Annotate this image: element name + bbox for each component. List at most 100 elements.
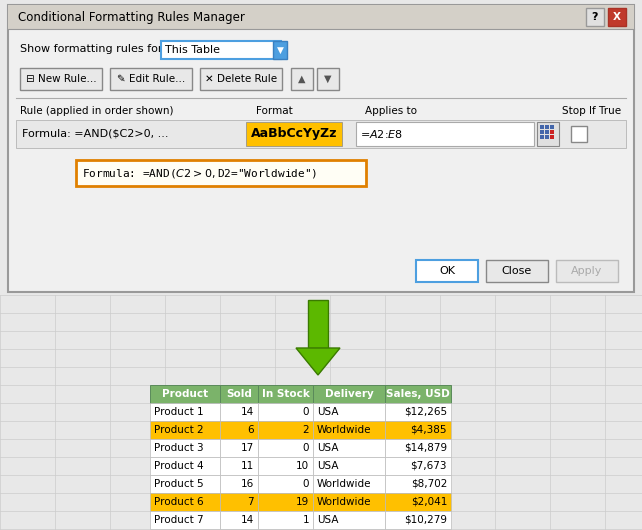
Text: Worldwide: Worldwide [317,497,372,507]
Text: Applies to: Applies to [365,106,417,116]
Bar [8,5,634,292]
Text: =$A$2:$E$8: =$A$2:$E$8 [360,128,403,140]
Bar [150,475,220,493]
Bar [313,421,385,439]
Bar [150,439,220,457]
Bar [313,439,385,457]
Text: USA: USA [317,515,338,525]
Bar [313,493,385,511]
Bar [200,68,282,90]
Text: Format: Format [256,106,293,116]
Text: 10: 10 [296,461,309,471]
Bar [545,125,549,129]
Bar [258,403,313,421]
Bar [258,421,313,439]
Bar [273,41,287,59]
Text: $10,279: $10,279 [404,515,447,525]
Bar [220,439,258,457]
Text: $2,041: $2,041 [411,497,447,507]
Text: X: X [613,12,621,22]
Bar [150,421,220,439]
Bar [356,122,534,146]
Bar [76,160,366,186]
Polygon shape [308,300,328,348]
Text: This Table: This Table [165,45,220,55]
Text: 7: 7 [247,497,254,507]
Text: ✕ Delete Rule: ✕ Delete Rule [205,74,277,84]
Bar [313,403,385,421]
Text: USA: USA [317,407,338,417]
Text: Product 2: Product 2 [154,425,204,435]
Text: ▼: ▼ [324,74,332,84]
Bar [258,475,313,493]
Bar [220,421,258,439]
Text: 16: 16 [241,479,254,489]
Text: Formula: =AND($C2>0, $D2="Worldwide"): Formula: =AND($C2>0, $D2="Worldwide") [82,166,317,180]
Bar [385,493,451,511]
Text: ⊟ New Rule...: ⊟ New Rule... [26,74,96,84]
Bar [550,130,554,134]
Bar [258,493,313,511]
Text: ▼: ▼ [277,46,283,55]
Text: ?: ? [592,12,598,22]
Polygon shape [296,348,340,375]
Bar [220,493,258,511]
Bar [258,439,313,457]
Bar [291,68,313,90]
Bar [220,403,258,421]
Bar [317,68,339,90]
Bar [540,130,544,134]
Text: AaBbCcYyZz: AaBbCcYyZz [251,128,337,140]
Bar [258,511,313,529]
Text: ✎ Edit Rule...: ✎ Edit Rule... [117,74,185,84]
Text: Formula: =AND($C2>0, ...: Formula: =AND($C2>0, ... [22,129,168,139]
Bar [545,135,549,139]
Text: Product 4: Product 4 [154,461,204,471]
Text: Product 5: Product 5 [154,479,204,489]
Text: 17: 17 [241,443,254,453]
Bar [150,457,220,475]
Text: Stop If True: Stop If True [562,106,621,116]
Text: Sales, USD: Sales, USD [386,389,450,399]
Text: Worldwide: Worldwide [317,425,372,435]
Text: Delivery: Delivery [325,389,374,399]
Text: Product: Product [162,389,208,399]
Bar [385,457,451,475]
Bar [150,403,220,421]
Text: Product 6: Product 6 [154,497,204,507]
Bar [220,511,258,529]
Bar [550,135,554,139]
Bar [313,475,385,493]
Bar [110,68,192,90]
Bar [385,403,451,421]
Text: $14,879: $14,879 [404,443,447,453]
Bar [16,120,626,148]
Bar [540,135,544,139]
Text: Close: Close [502,266,532,276]
Text: 0: 0 [302,479,309,489]
Bar [220,385,258,403]
Text: USA: USA [317,443,338,453]
Text: 0: 0 [302,443,309,453]
Text: USA: USA [317,461,338,471]
Bar [385,421,451,439]
Bar [150,385,220,403]
Text: Product 1: Product 1 [154,407,204,417]
Text: Conditional Formatting Rules Manager: Conditional Formatting Rules Manager [18,11,245,23]
Bar [258,457,313,475]
Text: 1: 1 [302,515,309,525]
Text: 14: 14 [241,407,254,417]
Bar [220,457,258,475]
Bar [556,260,618,282]
Text: 6: 6 [247,425,254,435]
Text: Product 3: Product 3 [154,443,204,453]
Text: $4,385: $4,385 [410,425,447,435]
Text: 19: 19 [296,497,309,507]
Bar [385,439,451,457]
Bar [246,122,342,146]
Bar [486,260,548,282]
Bar [540,125,544,129]
Text: Worldwide: Worldwide [317,479,372,489]
Bar [8,5,634,29]
Bar [385,511,451,529]
